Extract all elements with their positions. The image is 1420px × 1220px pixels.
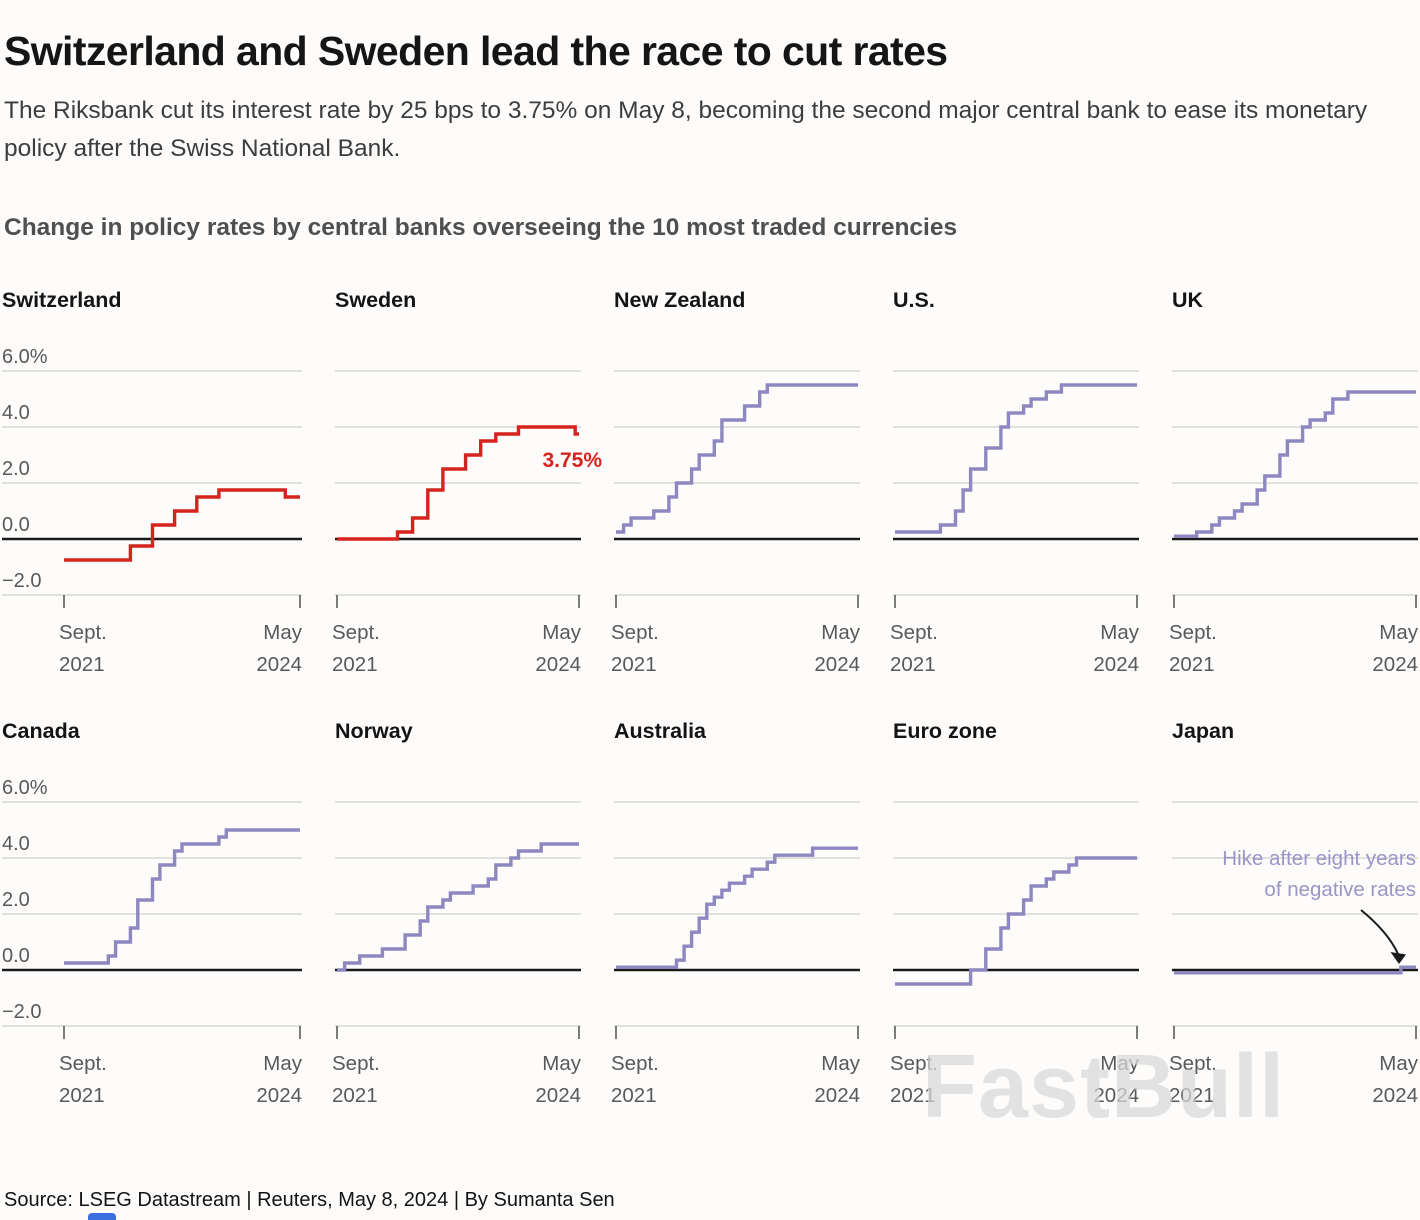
x-axis-ticks xyxy=(615,1025,859,1039)
x-axis-ticks xyxy=(336,594,580,608)
x-axis-labels: Sept. 2021 May 2024 xyxy=(332,1051,581,1107)
source-note: Source: LSEG Datastream | Reuters, May 8… xyxy=(4,1189,615,1211)
x-axis-labels: Sept. 2021 May 2024 xyxy=(611,1051,860,1107)
series-end-label: 3.75% xyxy=(542,449,602,472)
x-axis-ticks xyxy=(63,594,301,608)
chart-panel-u-s: U.S. Sept. 2021 May 2024 xyxy=(890,287,1139,677)
y-axis-labels: 6.0% 4.0 2.0 0.0 −2.0 xyxy=(2,346,48,592)
chart-panel-japan: Japan Hike after eight years of negative r… xyxy=(1169,718,1418,1108)
x-axis-ticks xyxy=(1173,594,1417,608)
rate-step-line xyxy=(64,828,300,965)
x-axis-ticks xyxy=(336,1025,580,1039)
gridlines xyxy=(1172,370,1418,596)
cropped-logo xyxy=(88,1213,116,1220)
panel-title: U.S. xyxy=(893,287,935,312)
panel-title: Japan xyxy=(1172,718,1235,743)
y-tick-label: 4.0 xyxy=(2,402,30,424)
gridlines xyxy=(614,370,860,596)
x-axis-labels: Sept. 2021 May 2024 xyxy=(890,620,1139,676)
annotation-arrow xyxy=(1360,909,1399,955)
chart-panel-australia: Australia Sept. 2021 May 2024 xyxy=(611,718,860,1108)
y-tick-label: −2.0 xyxy=(2,570,41,592)
gridlines xyxy=(893,370,1139,596)
gridlines xyxy=(1172,801,1418,1027)
panel-title: New Zealand xyxy=(614,287,746,312)
x-axis-labels: Sept. 2021 May 2024 xyxy=(1169,1051,1418,1107)
panel-plot xyxy=(614,370,860,608)
panel-plot: 6.0% 4.0 2.0 0.0 −2.0 xyxy=(2,777,302,1039)
header: Switzerland and Sweden lead the race to … xyxy=(0,0,1420,242)
y-tick-label: 2.0 xyxy=(2,458,30,480)
x-axis-labels: Sept. 2021 May 2024 xyxy=(890,1051,1139,1107)
gridlines xyxy=(335,370,581,596)
rate-step-line xyxy=(616,383,858,534)
panel-title: Sweden xyxy=(335,287,417,312)
rate-step-line xyxy=(1174,965,1416,975)
rate-step-line xyxy=(895,856,1137,986)
y-tick-label: 2.0 xyxy=(2,889,30,911)
y-tick-label: 4.0 xyxy=(2,833,30,855)
annotation-arrowhead xyxy=(1390,951,1406,964)
panel-plot xyxy=(893,801,1139,1039)
x-axis-labels: Sept. 2021 May 2024 xyxy=(332,620,581,676)
y-axis-labels: 6.0% 4.0 2.0 0.0 −2.0 xyxy=(2,777,48,1023)
panel-plot xyxy=(893,370,1139,608)
x-axis-ticks xyxy=(1173,1025,1417,1039)
rate-step-line xyxy=(64,488,300,562)
chart-panel-canada: Canada 6.0% 4.0 2.0 0.0 −2.0 Sept. 2021 May 2024 xyxy=(2,719,302,1108)
charts-grid: Switzerland 6.0% 4.0 2.0 0.0 −2.0 Sept. 2021 May… xyxy=(0,288,1420,1108)
y-tick-label: 0.0 xyxy=(2,514,30,536)
rate-step-line xyxy=(616,846,858,969)
x-axis-labels: Sept. 2021 May 2024 xyxy=(611,620,860,676)
page-title: Switzerland and Sweden lead the race to … xyxy=(4,28,948,74)
chart-panel-sweden: Sweden 3.75% Sept. 2021 May 2024 xyxy=(332,287,602,677)
panel-title: Euro zone xyxy=(893,718,997,743)
rate-step-line xyxy=(337,842,579,972)
footer: Source: LSEG Datastream | Reuters, May 8… xyxy=(4,1189,615,1212)
gridlines xyxy=(2,801,302,1027)
gridlines xyxy=(335,801,581,1027)
rate-step-line xyxy=(895,383,1137,534)
chart-panel-switzerland: Switzerland 6.0% 4.0 2.0 0.0 −2.0 Sept. 2021 May… xyxy=(2,288,302,677)
x-axis-labels: Sept. 2021 May 2024 xyxy=(59,620,302,676)
panel-title: UK xyxy=(1172,287,1204,312)
panel-plot: 3.75% xyxy=(335,370,602,608)
chart-panel-euro-zone: Euro zone Sept. 2021 May 2024 xyxy=(890,718,1139,1108)
panel-title: Canada xyxy=(2,718,80,743)
x-axis-ticks xyxy=(894,594,1138,608)
y-tick-label: 0.0 xyxy=(2,945,30,967)
panel-title: Switzerland xyxy=(2,287,122,312)
panel-plot xyxy=(614,801,860,1039)
gridlines xyxy=(2,370,302,596)
chart-panel-uk: UK Sept. 2021 May 2024 xyxy=(1169,287,1418,677)
chart-panel-norway: Norway Sept. 2021 May 2024 xyxy=(332,718,581,1108)
panel-title: Norway xyxy=(335,718,413,743)
y-tick-label: 6.0% xyxy=(2,346,48,368)
rate-step-line xyxy=(1174,390,1416,538)
x-axis-labels: Sept. 2021 May 2024 xyxy=(1169,620,1418,676)
panel-title: Australia xyxy=(614,718,707,743)
x-axis-ticks xyxy=(615,594,859,608)
page-subtitle: The Riksbank cut its interest rate by 25… xyxy=(4,97,1368,163)
rate-step-line xyxy=(337,425,579,541)
y-tick-label: 6.0% xyxy=(2,777,48,799)
gridlines xyxy=(614,801,860,1027)
section-heading: Change in policy rates by central banks … xyxy=(4,213,958,241)
x-axis-ticks xyxy=(63,1025,301,1039)
panel-plot xyxy=(1172,801,1418,1039)
chart-panel-new-zealand: New Zealand Sept. 2021 May 2024 xyxy=(611,287,860,677)
y-tick-label: −2.0 xyxy=(2,1001,41,1023)
japan-annotation: Hike after eight years of negative rates xyxy=(1222,846,1416,901)
x-axis-labels: Sept. 2021 May 2024 xyxy=(59,1051,302,1107)
panel-plot xyxy=(1172,370,1418,608)
panel-plot: 6.0% 4.0 2.0 0.0 −2.0 xyxy=(2,346,302,608)
x-axis-ticks xyxy=(894,1025,1138,1039)
panel-plot xyxy=(335,801,581,1039)
